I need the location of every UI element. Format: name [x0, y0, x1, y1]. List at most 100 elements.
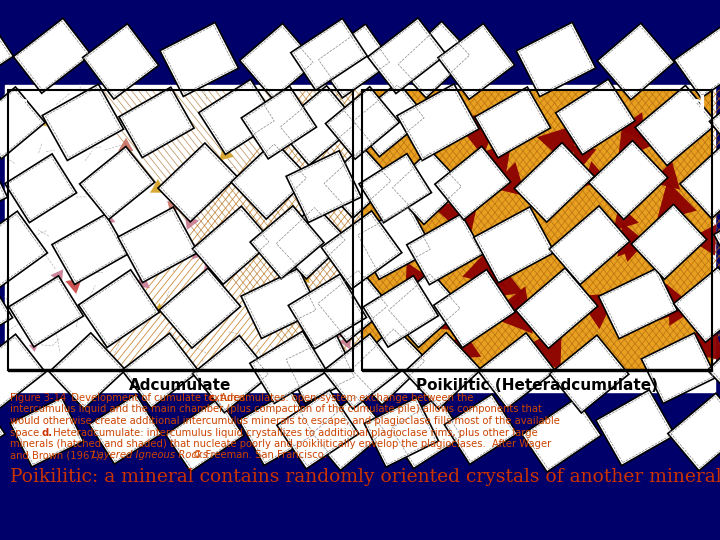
Polygon shape — [66, 278, 82, 294]
Polygon shape — [688, 224, 716, 255]
Polygon shape — [415, 291, 459, 331]
Polygon shape — [0, 334, 45, 409]
Bar — [362, 369, 712, 371]
Polygon shape — [516, 268, 598, 348]
Polygon shape — [192, 206, 272, 284]
Polygon shape — [363, 276, 438, 347]
Polygon shape — [199, 79, 277, 154]
Text: Heteradcumulate: intercumulus liquid crystallizes to additional plagioclase rims: Heteradcumulate: intercumulus liquid cry… — [50, 428, 538, 437]
Polygon shape — [288, 274, 366, 349]
Text: minerals (hatched and shaded) that nucleate poorly and poikilitically envelop th: minerals (hatched and shaded) that nucle… — [10, 439, 552, 449]
Polygon shape — [118, 207, 198, 282]
Text: Development of cumulate textures.: Development of cumulate textures. — [65, 393, 252, 403]
Polygon shape — [667, 393, 720, 471]
Text: Adcumulates: open-system exchange between the: Adcumulates: open-system exchange betwee… — [217, 393, 474, 403]
Polygon shape — [42, 84, 124, 160]
Polygon shape — [325, 87, 400, 159]
Polygon shape — [315, 267, 390, 342]
Polygon shape — [657, 181, 697, 221]
Text: c.: c. — [209, 393, 219, 403]
Polygon shape — [714, 205, 720, 280]
Bar — [362, 90, 712, 370]
Polygon shape — [10, 397, 84, 467]
Polygon shape — [50, 269, 63, 284]
Polygon shape — [241, 268, 319, 339]
Text: Poikilitic (Heteradcumulate): Poikilitic (Heteradcumulate) — [416, 378, 658, 393]
Text: Figure 3-14: Figure 3-14 — [10, 393, 66, 403]
Polygon shape — [405, 262, 428, 288]
Polygon shape — [364, 397, 438, 467]
Polygon shape — [434, 193, 480, 240]
Polygon shape — [390, 150, 464, 225]
Polygon shape — [404, 333, 481, 409]
Polygon shape — [477, 333, 556, 409]
Polygon shape — [445, 327, 481, 360]
Polygon shape — [549, 206, 630, 285]
Polygon shape — [158, 143, 238, 222]
Polygon shape — [577, 293, 617, 329]
Polygon shape — [240, 23, 316, 99]
Polygon shape — [674, 267, 720, 342]
Polygon shape — [119, 87, 194, 158]
Polygon shape — [231, 141, 310, 219]
Bar — [8, 90, 353, 370]
Polygon shape — [537, 124, 579, 167]
Polygon shape — [78, 270, 159, 347]
Polygon shape — [556, 79, 635, 154]
Polygon shape — [368, 18, 446, 93]
Polygon shape — [618, 112, 645, 141]
Polygon shape — [435, 146, 510, 220]
Text: c: c — [15, 95, 27, 115]
Polygon shape — [277, 86, 359, 165]
Polygon shape — [477, 141, 511, 178]
Polygon shape — [192, 244, 207, 259]
Polygon shape — [166, 399, 244, 472]
Polygon shape — [277, 390, 359, 469]
Polygon shape — [613, 205, 639, 231]
Polygon shape — [500, 295, 527, 321]
Polygon shape — [134, 273, 150, 288]
Polygon shape — [444, 394, 518, 464]
Polygon shape — [0, 19, 14, 90]
Polygon shape — [39, 116, 50, 127]
Polygon shape — [323, 334, 400, 409]
Text: space.: space. — [10, 428, 49, 437]
Polygon shape — [89, 394, 161, 464]
Polygon shape — [268, 136, 278, 147]
Text: intercumulus liquid and the main chamber (plus compaction of the cumulate pile) : intercumulus liquid and the main chamber… — [10, 404, 542, 415]
Polygon shape — [160, 23, 238, 97]
Polygon shape — [359, 154, 431, 223]
Polygon shape — [305, 172, 315, 182]
Polygon shape — [0, 211, 48, 289]
Bar — [8, 369, 353, 371]
Polygon shape — [80, 146, 155, 220]
Polygon shape — [596, 390, 675, 465]
Polygon shape — [52, 214, 128, 285]
Polygon shape — [118, 138, 133, 151]
Text: would otherwise create additional intercumulus minerals to escape, and plagiocla: would otherwise create additional interc… — [10, 416, 560, 426]
Polygon shape — [395, 22, 473, 98]
Polygon shape — [453, 112, 501, 157]
Text: d.: d. — [42, 428, 53, 437]
Polygon shape — [488, 286, 533, 334]
Polygon shape — [660, 284, 695, 320]
Text: and Brown (1967),: and Brown (1967), — [10, 450, 106, 461]
Polygon shape — [438, 24, 515, 99]
Polygon shape — [0, 87, 45, 159]
Polygon shape — [219, 146, 234, 160]
Text: Adcumulate: Adcumulate — [130, 378, 232, 393]
Polygon shape — [329, 326, 342, 337]
Polygon shape — [491, 162, 526, 196]
Polygon shape — [9, 276, 84, 347]
Polygon shape — [29, 343, 38, 352]
Polygon shape — [679, 316, 720, 361]
Polygon shape — [642, 333, 716, 403]
Polygon shape — [708, 326, 720, 406]
Bar — [8, 90, 353, 370]
Polygon shape — [159, 268, 240, 348]
Text: Poikilitic: a mineral contains randomly oriented crystals of another mineral.: Poikilitic: a mineral contains randomly … — [10, 469, 720, 487]
Polygon shape — [617, 223, 649, 256]
Polygon shape — [386, 271, 463, 347]
Polygon shape — [635, 85, 717, 166]
Polygon shape — [397, 84, 479, 161]
